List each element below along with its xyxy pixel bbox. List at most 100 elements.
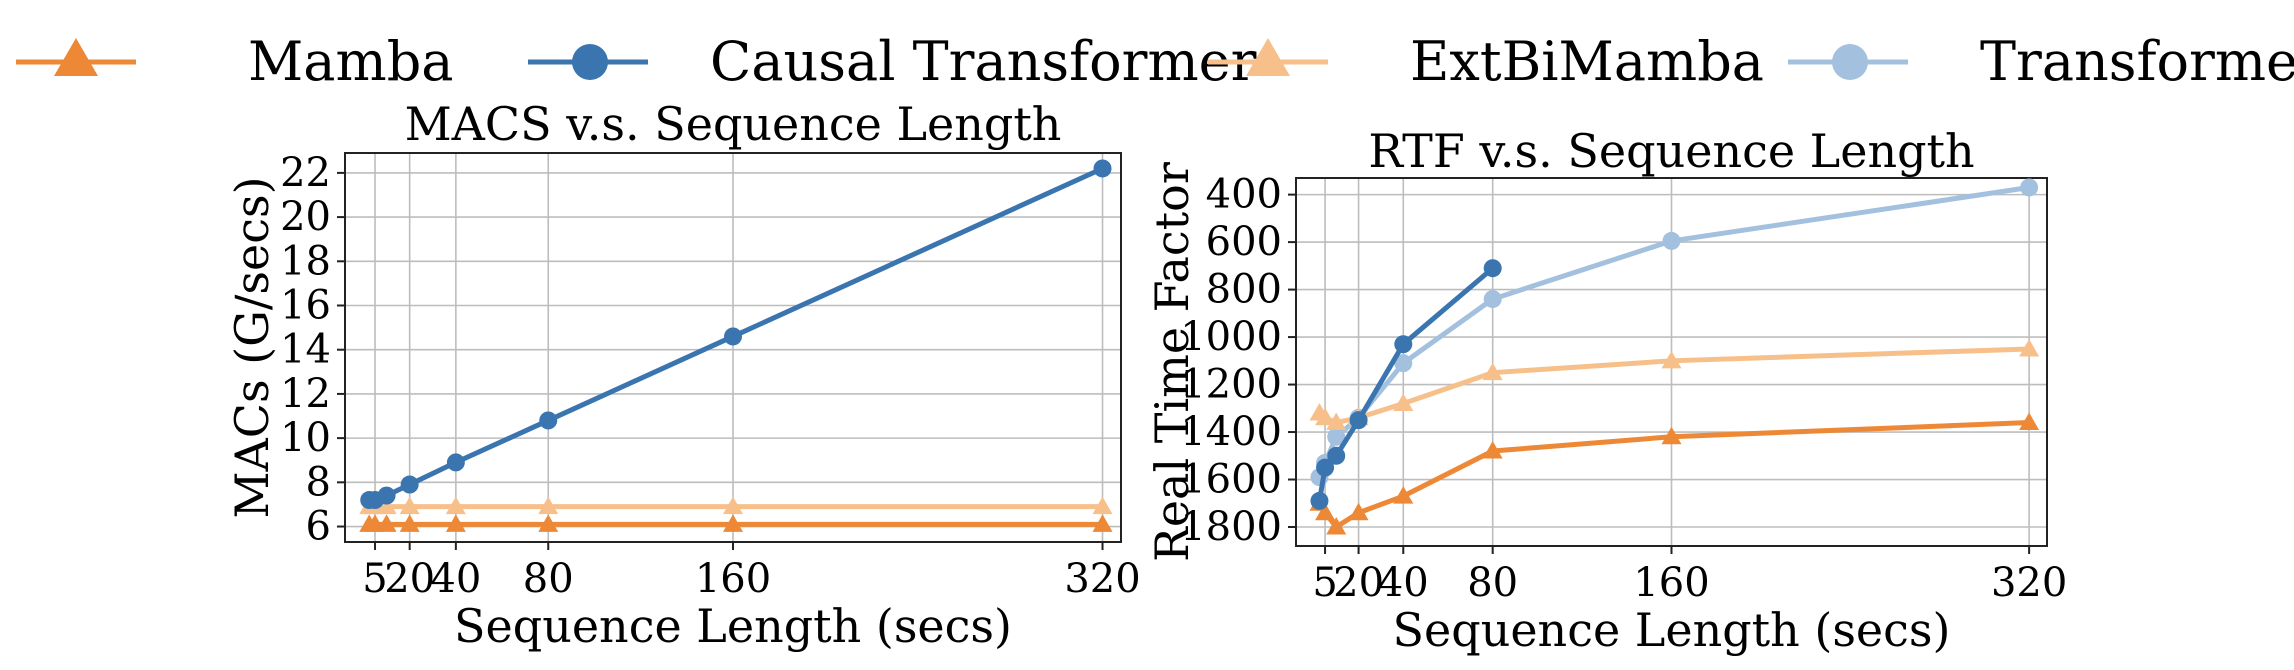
plot-frame bbox=[1295, 177, 2048, 547]
data-point-mamba bbox=[723, 514, 743, 532]
y-tick-label: 1600 bbox=[1180, 457, 1282, 503]
data-point-mamba bbox=[376, 514, 397, 532]
legend: Mamba Causal Transformer ExtBiMamba Tran… bbox=[0, 0, 2294, 120]
x-tick-label: 80 bbox=[523, 556, 574, 602]
legend-label: ExtBiMamba bbox=[1410, 30, 1764, 93]
data-point-mamba bbox=[538, 514, 559, 532]
data-point-transformer bbox=[1483, 290, 1502, 309]
data-point-causal-transformer bbox=[1310, 491, 1329, 510]
x-tick-label: 320 bbox=[1991, 560, 2067, 606]
data-point-causal-transformer bbox=[1394, 335, 1413, 354]
data-point-extbimamba bbox=[1326, 412, 1347, 431]
data-point-extbimamba bbox=[538, 496, 559, 515]
data-point-mamba bbox=[399, 514, 420, 532]
x-axis-label: Sequence Length (secs) bbox=[454, 599, 1012, 653]
legend-label: Transformer bbox=[1980, 30, 2294, 93]
data-point-mamba bbox=[1661, 426, 1682, 445]
data-point-causal-transformer bbox=[724, 327, 742, 346]
x-axis-label: Sequence Length (secs) bbox=[1393, 603, 1951, 657]
y-tick-label: 14 bbox=[280, 327, 331, 373]
x-tick-label: 320 bbox=[1064, 556, 1140, 602]
y-tick-label: 18 bbox=[280, 238, 331, 284]
data-point-transformer bbox=[1349, 408, 1368, 427]
legend-marker-triangle-icon bbox=[16, 38, 136, 76]
x-tick-label: 20 bbox=[384, 556, 435, 602]
y-tick-label: 800 bbox=[1206, 267, 1282, 313]
data-point-causal-transformer bbox=[1483, 259, 1502, 278]
data-point-causal-transformer bbox=[446, 453, 465, 472]
data-point-mamba bbox=[1315, 502, 1336, 521]
data-point-mamba bbox=[445, 514, 466, 532]
data-point-extbimamba bbox=[1309, 403, 1330, 421]
series-line-mamba bbox=[1317, 420, 2030, 530]
data-point-extbimamba bbox=[2019, 338, 2040, 357]
x-tick-label: 40 bbox=[1378, 560, 1429, 606]
data-point-transformer bbox=[1662, 231, 1681, 250]
y-tick-label: 16 bbox=[280, 283, 331, 329]
x-tick-label: 5 bbox=[1312, 560, 1337, 606]
x-tick-label: 80 bbox=[1467, 560, 1518, 606]
y-tick-label: 20 bbox=[280, 194, 331, 240]
data-point-transformer bbox=[1327, 427, 1346, 446]
x-tick-label: 40 bbox=[430, 556, 481, 602]
data-point-extbimamba bbox=[1348, 407, 1369, 426]
data-point-mamba bbox=[1393, 486, 1414, 504]
data-point-transformer bbox=[1310, 468, 1329, 487]
data-point-mamba bbox=[1348, 502, 1369, 521]
legend-marker-circle-icon bbox=[528, 44, 648, 80]
y-tick-label: 600 bbox=[1206, 219, 1282, 265]
chart-title: RTF v.s. Sequence Length bbox=[1368, 124, 1974, 178]
x-tick-label: 5 bbox=[362, 556, 387, 602]
data-point-mamba bbox=[1092, 514, 1113, 532]
y-tick-label: 1800 bbox=[1180, 504, 1282, 550]
data-point-causal-transformer bbox=[1327, 446, 1346, 465]
legend-marker-circle-icon bbox=[1788, 44, 1908, 80]
data-point-mamba bbox=[1326, 517, 1347, 535]
legend-label: Mamba bbox=[248, 30, 454, 93]
y-tick-label: 1400 bbox=[1180, 409, 1282, 455]
data-point-extbimamba bbox=[1092, 496, 1113, 515]
data-point-mamba bbox=[2019, 412, 2040, 431]
data-point-extbimamba bbox=[399, 496, 420, 515]
data-point-causal-transformer bbox=[1349, 411, 1368, 430]
y-tick-label: 12 bbox=[280, 371, 331, 417]
data-point-extbimamba bbox=[445, 496, 466, 515]
data-point-causal-transformer bbox=[539, 411, 558, 430]
y-axis-label: MACs (G/secs) bbox=[225, 176, 279, 518]
data-point-extbimamba bbox=[1315, 407, 1336, 426]
chart-title: MACS v.s. Sequence Length bbox=[405, 97, 1062, 151]
series-line-causal-transformer bbox=[1317, 266, 1495, 502]
y-tick-label: 1200 bbox=[1180, 362, 1282, 408]
legend-label: Causal Transformer bbox=[710, 30, 1257, 93]
data-point-mamba bbox=[1309, 493, 1330, 511]
legend-item-transformer: Transformer bbox=[1780, 22, 2294, 102]
data-point-transformer bbox=[2020, 178, 2039, 197]
y-tick-label: 400 bbox=[1206, 172, 1282, 218]
y-tick-label: 8 bbox=[306, 459, 331, 505]
y-tick-label: 6 bbox=[306, 504, 331, 550]
data-point-mamba bbox=[1482, 441, 1503, 459]
x-tick-label: 160 bbox=[1633, 560, 1709, 606]
x-tick-label: 160 bbox=[695, 556, 771, 602]
data-point-extbimamba bbox=[376, 496, 397, 515]
legend-item-mamba: Mamba bbox=[8, 22, 453, 102]
data-point-causal-transformer bbox=[400, 475, 419, 494]
legend-item-extbimamba: ExtBiMamba bbox=[1200, 22, 1764, 102]
series-line-extbimamba bbox=[1317, 346, 2030, 426]
x-tick-label: 20 bbox=[1333, 560, 1384, 606]
data-point-transformer bbox=[1316, 453, 1335, 472]
data-point-extbimamba bbox=[1661, 350, 1682, 369]
data-point-causal-transformer bbox=[1093, 159, 1112, 178]
data-point-extbimamba bbox=[1393, 393, 1414, 412]
y-tick-label: 10 bbox=[280, 415, 331, 461]
legend-item-causal-transformer: Causal Transformer bbox=[520, 22, 1256, 102]
data-point-transformer bbox=[1394, 354, 1413, 373]
data-point-extbimamba bbox=[723, 496, 743, 515]
legend-marker-triangle-icon bbox=[1208, 38, 1328, 76]
y-tick-label: 22 bbox=[280, 150, 331, 196]
data-point-causal-transformer bbox=[377, 486, 396, 505]
data-point-extbimamba bbox=[1482, 362, 1503, 381]
series-line-transformer bbox=[1317, 185, 2030, 479]
data-point-causal-transformer bbox=[1316, 458, 1335, 477]
